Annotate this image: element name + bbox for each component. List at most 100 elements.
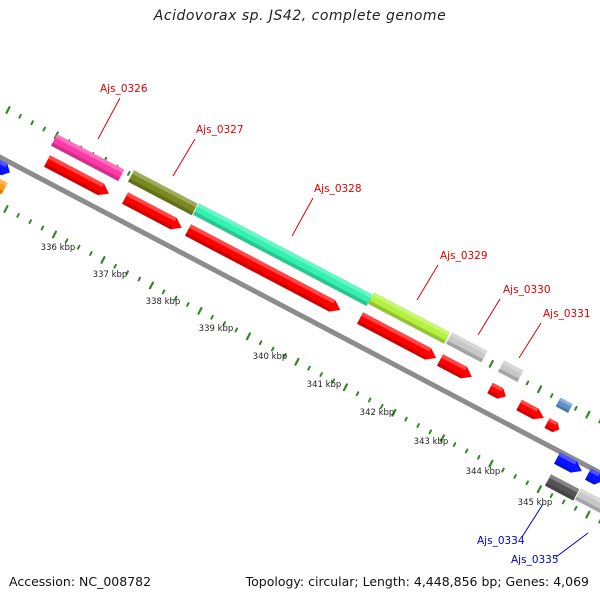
major-tick: [488, 459, 494, 468]
cds-arrow-0333-shade: [544, 425, 554, 433]
cog-bar-0327-body: [127, 170, 198, 216]
cds-arrow-0330: [436, 354, 472, 379]
minor-tick: [549, 493, 554, 498]
cog-bar-0331-shade: [497, 368, 520, 382]
cds-arrow-0328: [184, 224, 341, 312]
tick-label: 342 kbp: [360, 408, 395, 418]
minor-tick: [561, 499, 566, 505]
cog-bar-0335-highlight: [579, 488, 600, 506]
gene-label: Ajs_0327: [196, 124, 244, 136]
minor-tick: [452, 442, 457, 448]
cds-arrow-0333-body: [544, 418, 560, 433]
cog-bar-0334-body: [544, 474, 580, 501]
cog-bar-left-body: [0, 177, 8, 195]
cds-arrow-0332-shade: [516, 407, 535, 420]
cds-arrow-0334-highlight: [558, 452, 577, 465]
cog-bar-0327: [127, 170, 198, 216]
cog-bar-0326-body: [50, 134, 125, 182]
cds-arrow-0332-body: [516, 399, 544, 420]
map-title: Acidovorax sp. JS42, complete genome: [153, 8, 447, 24]
tick-label: 345 kbp: [518, 498, 553, 508]
cds-arrow-0328-highlight: [189, 224, 336, 304]
cog-bar-0328-highlight: [197, 203, 373, 298]
cog-bar-0328-shade: [192, 211, 369, 306]
major-tick: [3, 205, 9, 213]
minor-tick: [525, 380, 530, 386]
tick-label: 341 kbp: [307, 380, 342, 390]
cog-bar-0328-body: [192, 203, 373, 306]
minor-tick: [89, 251, 93, 256]
gene-label: Ajs_0335: [511, 554, 559, 566]
leader-line: [521, 503, 544, 538]
cds-arrow-0329: [356, 312, 437, 360]
gene-label: Ajs_0326: [100, 83, 148, 95]
cds-arrow-left-body: [0, 158, 10, 176]
minor-tick: [125, 270, 129, 276]
cog-bar-0327-shade: [127, 178, 194, 216]
minor-tick: [161, 289, 166, 295]
cds-arrow-0331-shade: [487, 390, 500, 399]
cds-arrow-0328-body: [184, 224, 341, 312]
minor-tick: [64, 238, 69, 244]
cds-arrow-0334-body: [553, 452, 582, 473]
tick-label: 337 kbp: [93, 270, 128, 280]
major-tick: [537, 385, 543, 394]
minor-tick: [367, 397, 372, 403]
minor-tick: [331, 378, 336, 384]
cds-arrow-0326-body: [43, 155, 109, 196]
label-leaders: [97, 97, 589, 558]
cog-bar-0334-highlight: [549, 474, 580, 493]
minor-tick: [137, 276, 142, 282]
minor-tick: [307, 365, 311, 371]
cog-bar-0335-body: [574, 488, 600, 514]
cog-bar-0326-highlight: [55, 134, 125, 174]
cog-bar-0330-body: [445, 332, 488, 363]
major-tick: [51, 230, 58, 239]
major-tick: [585, 510, 591, 519]
cds-arrow-left-shade: [0, 166, 4, 176]
minor-tick: [477, 454, 481, 460]
cds-arrow-0330-shade: [436, 362, 463, 379]
cds-arrow-0335: [584, 468, 600, 485]
minor-tick: [234, 327, 239, 333]
cds-arrow-0332-highlight: [520, 399, 539, 412]
gene-label: Ajs_0330: [503, 284, 551, 296]
cds-arrow-0334-shade: [553, 460, 573, 473]
cog-bar-0329-shade: [367, 300, 446, 344]
cds-arrow-0330-body: [436, 354, 472, 379]
cds-arrow-0327-body: [121, 192, 182, 230]
gene-label: Ajs_0328: [314, 183, 362, 195]
cds-arrow-0328-shade: [184, 232, 331, 312]
cog-bar-0330-shade: [445, 340, 484, 363]
cds-arrow-0326-highlight: [48, 155, 105, 188]
cog-bar-0331-highlight: [502, 360, 524, 374]
major-tick: [488, 359, 494, 368]
leader-line: [555, 532, 589, 558]
cog-bar-0332-shade: [555, 403, 570, 413]
gene-labels: Ajs_0326 Ajs_0327 Ajs_0328 Ajs_0329 Ajs_0330…: [100, 83, 591, 566]
minor-tick: [501, 467, 505, 473]
cog-bar-0335: [574, 488, 600, 514]
gene-label: Ajs_0334: [477, 535, 525, 547]
feature-track: [0, 134, 600, 514]
major-tick: [342, 383, 349, 392]
minor-tick: [16, 212, 20, 218]
cog-bar-left-shade: [0, 185, 4, 195]
major-tick: [148, 281, 155, 290]
leader-line: [291, 197, 314, 237]
coordinate-labels: 336 kbp 337 kbp 338 kbp 339 kbp 340 kbp 341 k…: [41, 243, 553, 508]
cog-bar-0332: [555, 397, 573, 413]
cds-arrow-0327-shade: [121, 200, 173, 230]
cds-arrow-0331-body: [487, 382, 506, 399]
cds-arrow-0329-shade: [356, 320, 427, 360]
tick-label: 336 kbp: [41, 243, 76, 253]
gene-label: Ajs_0329: [440, 250, 488, 262]
leader-line: [477, 298, 501, 336]
cog-bar-0332-highlight: [558, 397, 573, 407]
minor-tick: [76, 244, 81, 250]
major-tick: [53, 131, 59, 140]
cog-bar-0328: [192, 203, 373, 306]
cog-bar-0335-shade: [574, 496, 600, 514]
cds-arrow-0335-highlight: [589, 468, 600, 477]
topology-text: Topology: circular; Length: 4,448,856 bp…: [245, 574, 589, 589]
